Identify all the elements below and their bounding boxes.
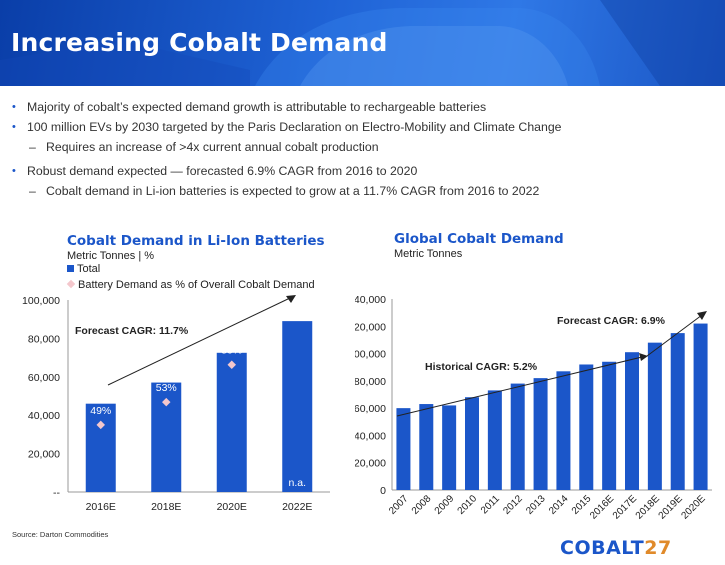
historical-arrow-line xyxy=(396,356,643,417)
chart1-legend-total: Total xyxy=(67,263,100,275)
historical-cagr-annotation: Historical CAGR: 5.2% xyxy=(425,361,538,373)
trend-arrow-head xyxy=(286,295,296,303)
logo-number: 27 xyxy=(644,537,672,559)
company-logo: COBALT27 xyxy=(560,537,672,559)
bullet-item: • Robust demand expected — forecasted 6.… xyxy=(12,161,712,181)
forecast-cagr-annotation: Forecast CAGR: 6.9% xyxy=(557,315,666,327)
chart2-plot: 0 20,000 40,000 60,000 80,000 100,000 120,000 1… xyxy=(355,294,712,522)
bar xyxy=(85,403,116,492)
data-label: 53% xyxy=(156,382,177,394)
bullet-marker: • xyxy=(12,165,16,177)
bar xyxy=(465,397,479,490)
y-tick-label: 40,000 xyxy=(355,430,386,442)
bar xyxy=(487,390,502,490)
chart1-plot: -- 20,000 40,000 60,000 80,000 100,000 2016E 49… xyxy=(22,295,330,513)
sub-bullet-marker: – xyxy=(29,184,36,198)
data-label: n.a. xyxy=(288,477,306,489)
chart1-legend-share: Battery Demand as % of Overall Cobalt De… xyxy=(66,279,315,291)
bar xyxy=(419,404,434,490)
bar xyxy=(282,321,313,492)
x-tick-label: 2008 xyxy=(410,493,434,517)
bullet-text: Requires an increase of >4x current annu… xyxy=(46,140,379,154)
x-tick-label: 2020E xyxy=(679,493,707,521)
x-tick-label: 2016E xyxy=(86,501,116,513)
sub-bullet-item: – Requires an increase of >4x current an… xyxy=(12,137,712,157)
bullet-text: 100 million EVs by 2030 targeted by the … xyxy=(27,120,562,134)
x-tick-label: 2013 xyxy=(524,493,548,517)
page-title: Increasing Cobalt Demand xyxy=(11,28,388,57)
bullet-marker: • xyxy=(12,121,16,133)
x-tick-label: 2014 xyxy=(547,493,571,517)
chart2-subtitle: Metric Tonnes xyxy=(394,248,463,260)
banner-background-graphic xyxy=(0,0,725,86)
sub-bullet-marker: – xyxy=(29,140,36,154)
bullet-text: Cobalt demand in Li-ion batteries is exp… xyxy=(46,184,540,198)
bullet-text: Robust demand expected — forecasted 6.9%… xyxy=(27,164,418,178)
bar xyxy=(533,378,548,490)
bar xyxy=(442,405,457,490)
legend-label: Total xyxy=(77,263,101,275)
y-tick-label: 100,000 xyxy=(355,349,386,361)
y-tick-label: 20,000 xyxy=(28,449,60,461)
bullet-marker: • xyxy=(12,101,16,113)
sub-bullet-item: – Cobalt demand in Li-ion batteries is e… xyxy=(12,181,712,201)
x-tick-label: 2022E xyxy=(282,501,312,513)
x-tick-label: 2019E xyxy=(657,493,685,521)
y-tick-label: 80,000 xyxy=(28,333,60,345)
bar xyxy=(579,364,594,490)
data-label: 59% xyxy=(221,345,242,357)
source-note: Source: Darton Commodities xyxy=(12,530,109,539)
share-marker xyxy=(227,360,236,369)
x-tick-label: 2020E xyxy=(217,501,247,513)
legend-label: Battery Demand as % of Overall Cobalt De… xyxy=(78,279,315,291)
y-tick-label: -- xyxy=(53,487,60,499)
bullet-item: • Majority of cobalt’s expected demand g… xyxy=(12,97,712,117)
bar xyxy=(625,352,639,490)
y-tick-label: 120,000 xyxy=(355,321,386,333)
forecast-arrow-line xyxy=(646,314,703,357)
title-banner: Increasing Cobalt Demand xyxy=(0,0,725,86)
share-marker xyxy=(96,420,105,430)
bar xyxy=(556,371,571,490)
bar xyxy=(693,323,708,490)
bar xyxy=(216,352,247,492)
x-tick-label: 2017E xyxy=(611,493,639,521)
x-tick-label: 2018E xyxy=(634,493,662,521)
bar xyxy=(670,333,685,490)
legend-swatch-bar xyxy=(67,265,74,272)
y-tick-label: 80,000 xyxy=(355,376,386,388)
x-tick-label: 2011 xyxy=(479,493,502,516)
bullet-text: Majority of cobalt’s expected demand gro… xyxy=(27,100,487,114)
legend-swatch-diamond xyxy=(66,279,76,289)
bar xyxy=(396,408,411,490)
bar xyxy=(510,383,525,490)
y-tick-label: 40,000 xyxy=(28,410,60,422)
bar xyxy=(647,342,662,490)
y-tick-label: 60,000 xyxy=(355,403,386,415)
y-tick-label: 60,000 xyxy=(28,372,60,384)
logo-text: COBALT xyxy=(560,537,645,559)
forecast-arrow-head xyxy=(697,311,707,320)
y-tick-label: 100,000 xyxy=(22,295,60,307)
chart2-title: Global Cobalt Demand xyxy=(394,231,564,247)
x-tick-label: 2018E xyxy=(151,501,181,513)
bullet-list: • Majority of cobalt’s expected demand g… xyxy=(12,97,712,201)
bullet-item: • 100 million EVs by 2030 targeted by th… xyxy=(12,117,712,137)
cagr-annotation: Forecast CAGR: 11.7% xyxy=(75,325,189,337)
y-tick-label: 140,000 xyxy=(355,294,386,306)
x-tick-label: 2010 xyxy=(456,493,480,517)
x-tick-label: 2009 xyxy=(433,493,457,517)
x-tick-label: 2012 xyxy=(501,493,525,517)
y-tick-label: 0 xyxy=(380,485,386,497)
x-tick-label: 2007 xyxy=(387,493,411,517)
historical-arrow-head xyxy=(639,353,648,361)
chart1-title: Cobalt Demand in Li-Ion Batteries xyxy=(67,233,325,249)
bar xyxy=(602,361,617,490)
data-label: 49% xyxy=(90,405,111,417)
x-tick-label: 2016E xyxy=(588,493,616,521)
chart1-subtitle: Metric Tonnes | % xyxy=(67,250,155,262)
trend-arrow-line xyxy=(107,297,291,386)
y-tick-label: 20,000 xyxy=(355,458,386,470)
